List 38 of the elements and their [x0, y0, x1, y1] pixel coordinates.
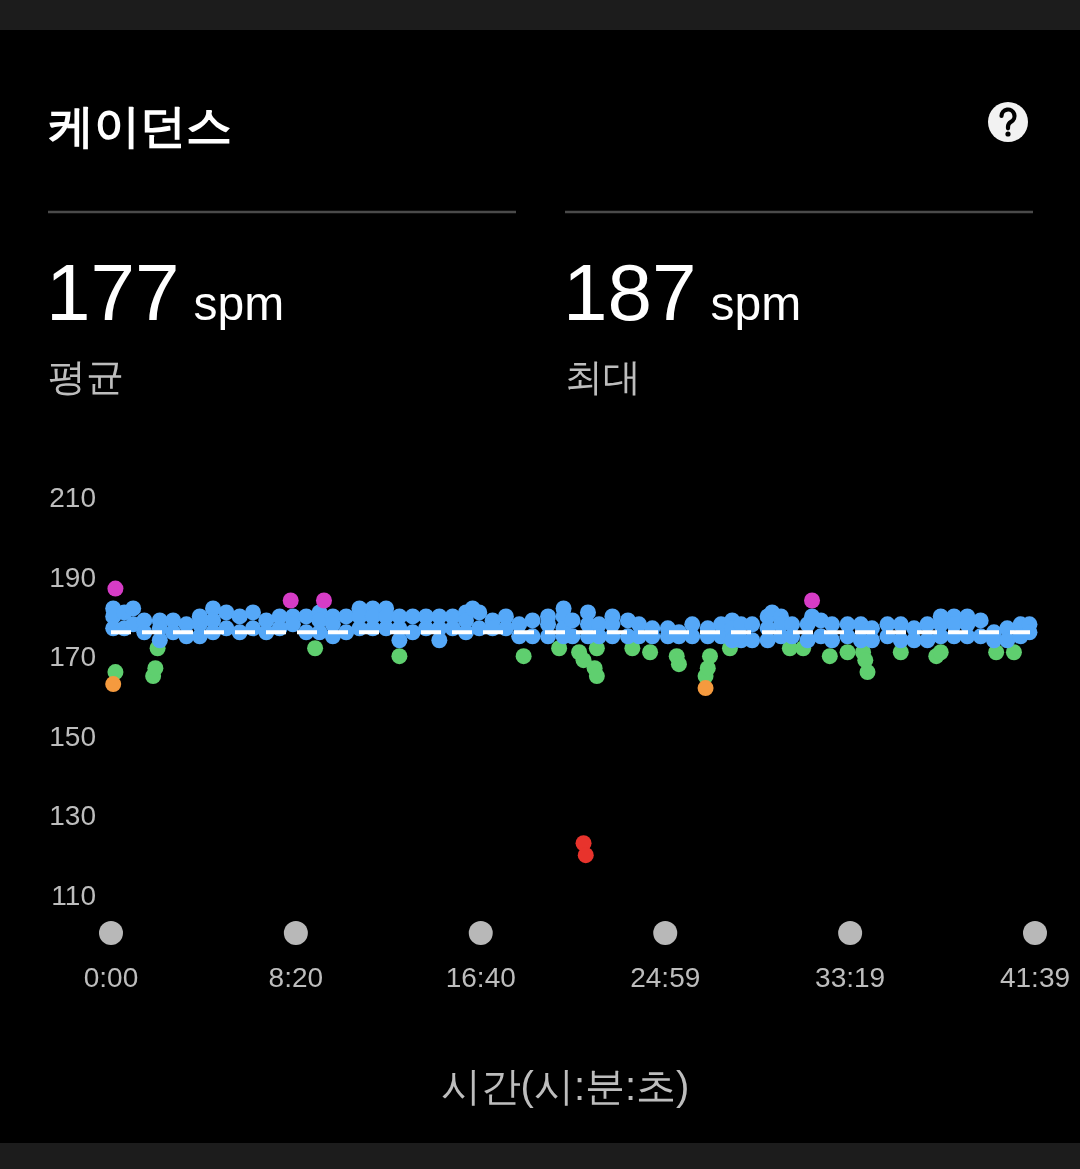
point — [307, 640, 324, 657]
point — [670, 656, 687, 673]
point — [859, 664, 876, 681]
text: 177 spm — [46, 248, 285, 337]
text: 평균 — [48, 356, 124, 398]
x-tick-label: 41:39 — [999, 962, 1071, 993]
point — [282, 592, 299, 609]
x-axis-title: 시간(시:분:초) — [440, 1064, 690, 1108]
y-tick-label: 170 — [49, 641, 96, 673]
point — [588, 668, 605, 685]
title: 케이던스 — [48, 100, 232, 152]
point — [575, 652, 592, 669]
point — [515, 648, 532, 665]
x-tick-label: 0:00 — [83, 962, 139, 993]
point — [315, 592, 332, 609]
point — [804, 592, 821, 609]
x-tick-label: 8:20 — [268, 962, 324, 993]
y-tick-label: 210 — [49, 482, 96, 513]
x-tick-label: 24:59 — [630, 962, 701, 993]
point — [107, 580, 124, 597]
point — [391, 648, 408, 665]
point — [1005, 644, 1022, 661]
point — [642, 644, 659, 661]
point — [577, 847, 594, 864]
x-tick-label: 16:40 — [445, 962, 516, 993]
x-tick-label: 33:19 — [815, 962, 886, 993]
text: 최대 — [565, 356, 641, 398]
y-tick-label: 150 — [49, 720, 96, 752]
point — [932, 644, 949, 661]
point — [821, 648, 838, 665]
point — [701, 648, 718, 665]
point — [697, 680, 714, 697]
y-tick-label: 130 — [49, 800, 96, 832]
y-tick-label: 110 — [51, 880, 96, 911]
point — [105, 676, 122, 693]
point — [839, 644, 856, 661]
text: 187 spm — [563, 248, 802, 337]
y-tick-label: 190 — [49, 561, 96, 593]
